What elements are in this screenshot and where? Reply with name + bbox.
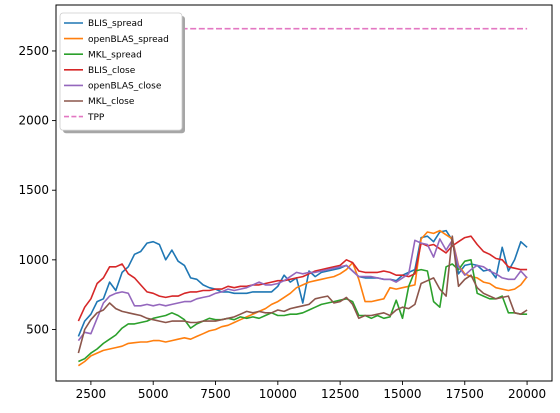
x-tick-label: 10000: [259, 387, 297, 401]
legend-label-blis-close: BLIS_close: [88, 66, 136, 76]
y-tick-label: 1000: [18, 253, 49, 267]
legend-label-openblas-close: openBLAS_close: [88, 82, 162, 92]
x-tick-label: 15000: [383, 387, 421, 401]
x-tick-label: 17500: [446, 387, 484, 401]
series-line-blis-close: [77, 235, 528, 322]
plot-frame: [55, 4, 553, 382]
x-axis: 2500 5000 7500 10000 12500 15000 17500 20000: [76, 381, 546, 401]
legend-label-blis-spread: BLIS_spread: [88, 19, 143, 29]
x-tick-label: 7500: [200, 387, 231, 401]
x-tick-label: 5000: [138, 387, 169, 401]
series-line-mkl-spread: [78, 258, 528, 363]
y-tick-label: 500: [26, 322, 49, 336]
legend-label-mkl-spread: MKL_spread: [88, 50, 142, 60]
y-tick-label: 1500: [18, 183, 49, 197]
x-tick-label: 12500: [321, 387, 359, 401]
y-tick-label: 2500: [18, 44, 49, 58]
series-layer: [77, 27, 528, 367]
legend-label-tpp: TPP: [87, 113, 105, 123]
x-tick-label: 20000: [508, 387, 546, 401]
legend-box: [59, 12, 183, 131]
legend-label-openblas-spread: openBLAS_spread: [88, 35, 169, 45]
x-tick-label: 2500: [76, 387, 107, 401]
y-axis: 500 1000 1500 2000 2500: [18, 44, 56, 336]
y-tick-label: 2000: [18, 114, 49, 128]
series-line-mkl-close: [77, 235, 528, 354]
legend-label-mkl-close: MKL_close: [88, 97, 135, 107]
legend: BLIS_spread openBLAS_spread MKL_spread BLIS…: [59, 12, 185, 134]
